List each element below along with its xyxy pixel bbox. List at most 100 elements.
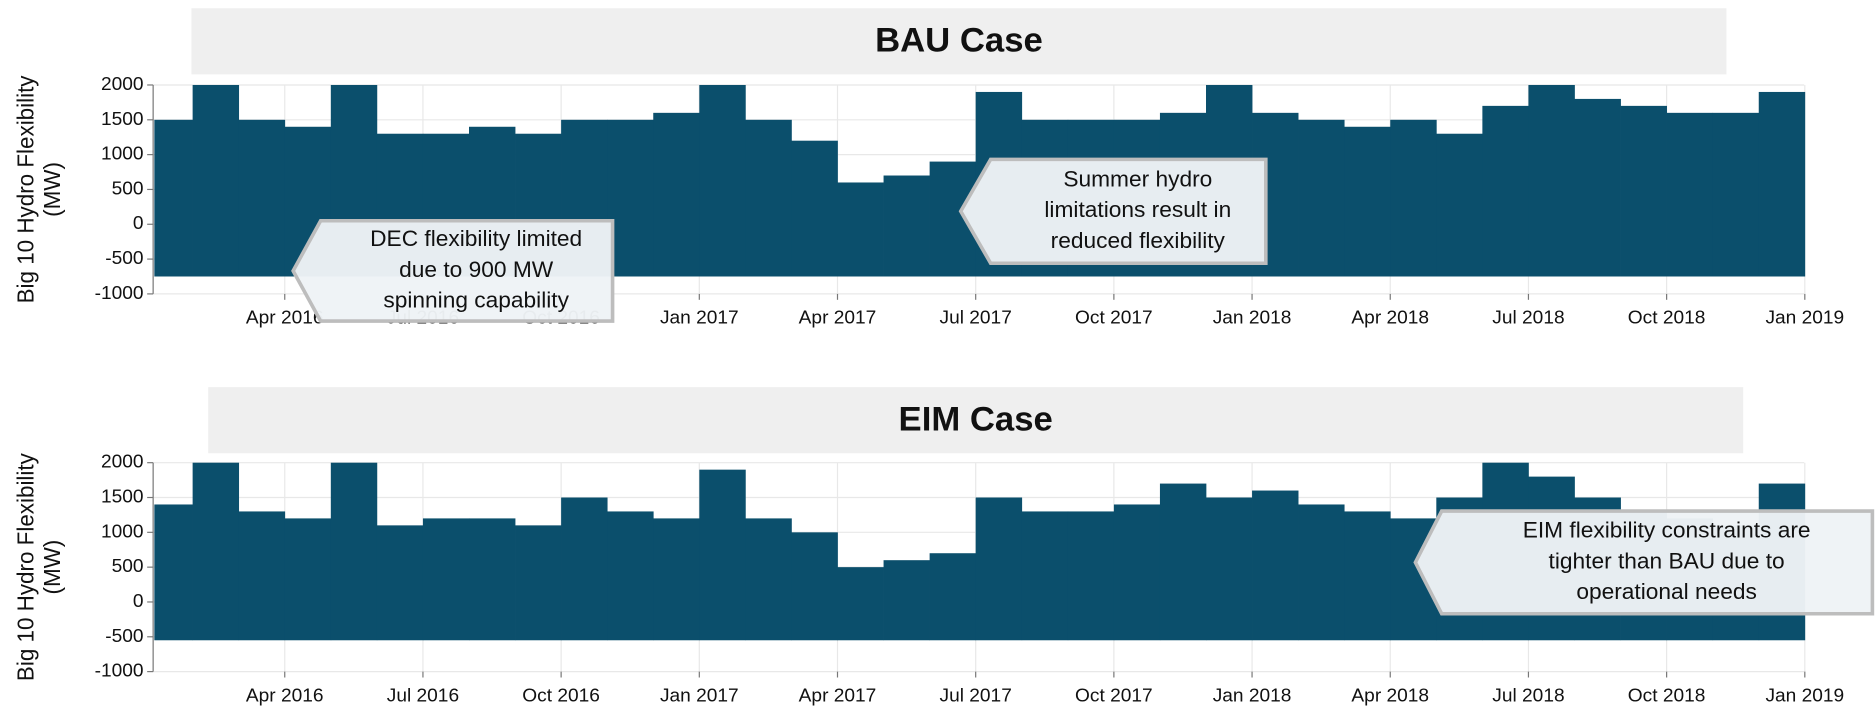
y-axis-label-line: Big 10 Hydro Flexibility (13, 75, 38, 304)
flex-range (1298, 119, 1345, 277)
flex-range (1620, 105, 1667, 277)
flex-range (238, 511, 286, 641)
x-tick-label: Apr 2016 (246, 685, 324, 706)
y-tick-label: 1500 (101, 109, 144, 130)
panel-title: EIM Case (899, 401, 1053, 439)
flex-range (1206, 497, 1253, 641)
x-tick-label: Jan 2019 (1765, 685, 1844, 706)
x-tick-label: Apr 2016 (246, 308, 324, 329)
flex-range (837, 182, 884, 277)
flex-range (1298, 504, 1345, 641)
flex-range (791, 140, 838, 277)
flex-range (376, 525, 424, 641)
callout (291, 218, 615, 323)
flex-range (699, 84, 746, 277)
flex-range (1159, 483, 1207, 641)
flex-range (883, 560, 930, 641)
flex-range (1712, 112, 1760, 277)
flex-range (422, 518, 470, 641)
x-tick-label: Jul 2018 (1492, 308, 1564, 329)
x-tick-label: Apr 2017 (799, 308, 877, 329)
y-axis-label-line: Big 10 Hydro Flexibility (13, 452, 38, 681)
flex-range (1574, 98, 1621, 277)
flex-range (1758, 91, 1806, 277)
y-tick-label: 2000 (101, 74, 144, 95)
flex-range (1113, 504, 1161, 641)
flex-range (192, 462, 240, 641)
flex-range (653, 518, 700, 641)
flex-range (929, 553, 977, 641)
flex-range (1436, 133, 1483, 277)
x-tick-label: Jan 2018 (1213, 685, 1292, 706)
flex-range (1067, 511, 1115, 641)
panel: BAU Case Big 10 Hydro Flexibility(MW) -100… (13, 8, 1844, 329)
x-tick-label: Jul 2018 (1492, 685, 1564, 706)
callout-text: limitations result in (1044, 197, 1231, 222)
x-tick-label: Oct 2017 (1075, 685, 1153, 706)
x-tick-label: Jul 2016 (387, 685, 459, 706)
y-axis-label: Big 10 Hydro Flexibility(MW) (13, 75, 64, 304)
x-tick-label: Oct 2016 (522, 685, 600, 706)
x-tick-label: Apr 2018 (1351, 685, 1429, 706)
x-tick-label: Jan 2017 (660, 685, 739, 706)
flex-range (561, 497, 608, 641)
flex-range (1344, 126, 1391, 277)
flex-range (1482, 105, 1529, 277)
flex-range (154, 504, 193, 641)
y-axis-label: Big 10 Hydro Flexibility(MW) (13, 452, 64, 681)
x-tick-label: Jan 2019 (1765, 308, 1844, 329)
x-tick-label: Jan 2018 (1213, 308, 1292, 329)
callout-text: EIM flexibility constraints are (1523, 518, 1811, 543)
flex-range (883, 175, 930, 277)
x-tick-label: Jan 2017 (660, 308, 739, 329)
flex-range (745, 119, 792, 277)
callout-text: Summer hydro (1063, 167, 1212, 192)
flex-range (1666, 112, 1714, 277)
flex-range (1390, 119, 1437, 277)
x-tick-label: Apr 2017 (799, 685, 877, 706)
panel-title: BAU Case (875, 22, 1043, 60)
flex-range (745, 518, 792, 641)
callout-text: reduced flexibility (1051, 228, 1226, 253)
title-box (208, 387, 1744, 454)
flex-range (154, 119, 193, 277)
x-tick-label: Oct 2017 (1075, 308, 1153, 329)
title-box (191, 8, 1727, 75)
y-tick-label: 500 (112, 179, 144, 200)
y-axis-label-line: (MW) (40, 540, 65, 595)
y-tick-label: 0 (133, 213, 144, 234)
x-tick-label: Jul 2017 (940, 685, 1012, 706)
callout-text: DEC flexibility limited (370, 226, 582, 251)
x-tick-label: Oct 2018 (1628, 308, 1706, 329)
y-axis-label-line: (MW) (40, 162, 65, 217)
y-tick-label: -1000 (95, 283, 144, 304)
y-tick-label: -500 (105, 626, 143, 647)
y-tick-label: 500 (112, 556, 144, 577)
y-tick-label: 0 (133, 591, 144, 612)
flex-range (1252, 490, 1299, 641)
y-tick-label: -500 (105, 248, 143, 269)
callout-text: tighter than BAU due to (1549, 548, 1785, 573)
y-tick-label: -1000 (95, 661, 144, 682)
y-tick-label: 1000 (101, 521, 144, 542)
flex-range (699, 469, 746, 641)
flex-range (515, 525, 562, 641)
callout (958, 157, 1268, 265)
callout (1413, 509, 1875, 616)
y-tick-label: 2000 (101, 452, 144, 473)
flex-range (284, 518, 332, 641)
flex-range (837, 567, 884, 641)
callout-text: due to 900 MW (399, 257, 554, 282)
panel: EIM Case Big 10 Hydro Flexibility(MW) -100… (13, 387, 1875, 706)
y-tick-label: 1500 (101, 487, 144, 508)
flex-range (975, 497, 1023, 641)
x-tick-label: Oct 2018 (1628, 685, 1706, 706)
flex-range (192, 84, 240, 277)
x-tick-label: Jul 2017 (940, 308, 1012, 329)
flex-range (1528, 84, 1575, 277)
flex-range (238, 119, 286, 277)
flex-range (330, 462, 378, 641)
flex-range (1344, 511, 1391, 641)
flex-range (469, 518, 516, 641)
